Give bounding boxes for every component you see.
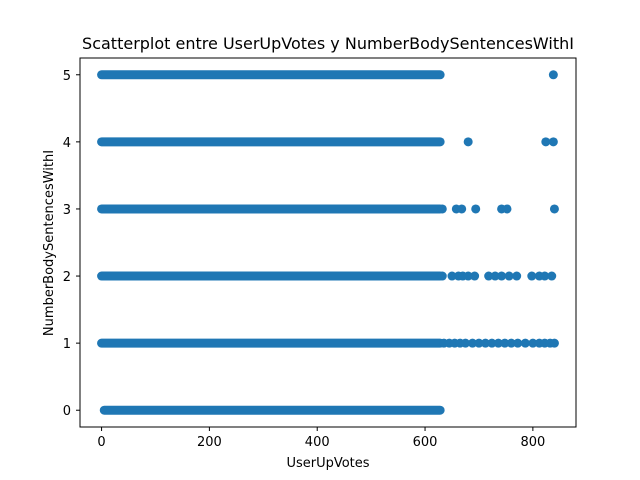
scatter-point: [474, 338, 484, 348]
x-tick-label: 200: [197, 435, 222, 450]
scatter-point: [437, 271, 447, 281]
scatter-point: [471, 204, 481, 214]
dense-points-band-y3: [97, 204, 445, 214]
scatter-point: [504, 271, 514, 281]
scatter-point: [528, 338, 538, 348]
dense-points-band-y5: [97, 70, 445, 80]
scatter-point: [467, 338, 477, 348]
y-tick-label: 4: [63, 136, 71, 151]
dense-points-band-y2: [97, 271, 445, 281]
scatter-point: [487, 338, 497, 348]
scatter-point: [437, 204, 447, 214]
scatter-point: [480, 338, 490, 348]
x-axis-label: UserUpVotes: [286, 456, 369, 471]
scatter-point: [502, 204, 512, 214]
scatter-point: [463, 137, 473, 147]
y-tick-label: 3: [63, 203, 71, 218]
scatter-point: [484, 271, 494, 281]
scatter-point: [512, 271, 522, 281]
scatter-point: [457, 204, 467, 214]
dense-points-band-y4: [97, 137, 445, 147]
scatter-point: [447, 271, 457, 281]
x-tick-label: 600: [413, 435, 438, 450]
x-tick-label: 800: [520, 435, 545, 450]
y-tick-label: 0: [63, 404, 71, 419]
y-tick-label: 5: [63, 69, 71, 84]
y-axis-label: NumberBodySentencesWithI: [42, 150, 57, 336]
plot-frame: [79, 57, 577, 428]
scatter-point: [500, 338, 510, 348]
points-layer: [97, 70, 559, 415]
scatter-point: [470, 271, 480, 281]
scatter-point: [490, 271, 500, 281]
scatter-point: [506, 338, 516, 348]
scatter-point: [493, 338, 503, 348]
scatter-point: [541, 137, 551, 147]
x-axis: 0 200 400 600 800: [97, 427, 545, 450]
dense-points-band-y0: [99, 405, 445, 415]
chart-title: Scatterplot entre UserUpVotes y NumberBo…: [82, 34, 574, 53]
dense-points-band-y1: [97, 338, 445, 348]
y-axis: 0 1 2 3 4 5: [63, 69, 80, 419]
scatter-point: [460, 338, 470, 348]
scatter-point: [547, 271, 557, 281]
scatter-point: [548, 70, 558, 80]
scatter-point: [540, 271, 550, 281]
x-tick-label: 0: [97, 435, 105, 450]
scatter-point: [463, 271, 473, 281]
scatter-point: [520, 338, 530, 348]
scatter-point: [549, 204, 559, 214]
y-tick-label: 1: [63, 337, 71, 352]
x-tick-label: 400: [305, 435, 330, 450]
scatter-point: [549, 338, 559, 348]
scatter-point: [513, 338, 523, 348]
scatter-point: [548, 137, 558, 147]
y-tick-label: 2: [63, 270, 71, 285]
scatter-point: [497, 271, 507, 281]
scatter-point: [527, 271, 537, 281]
